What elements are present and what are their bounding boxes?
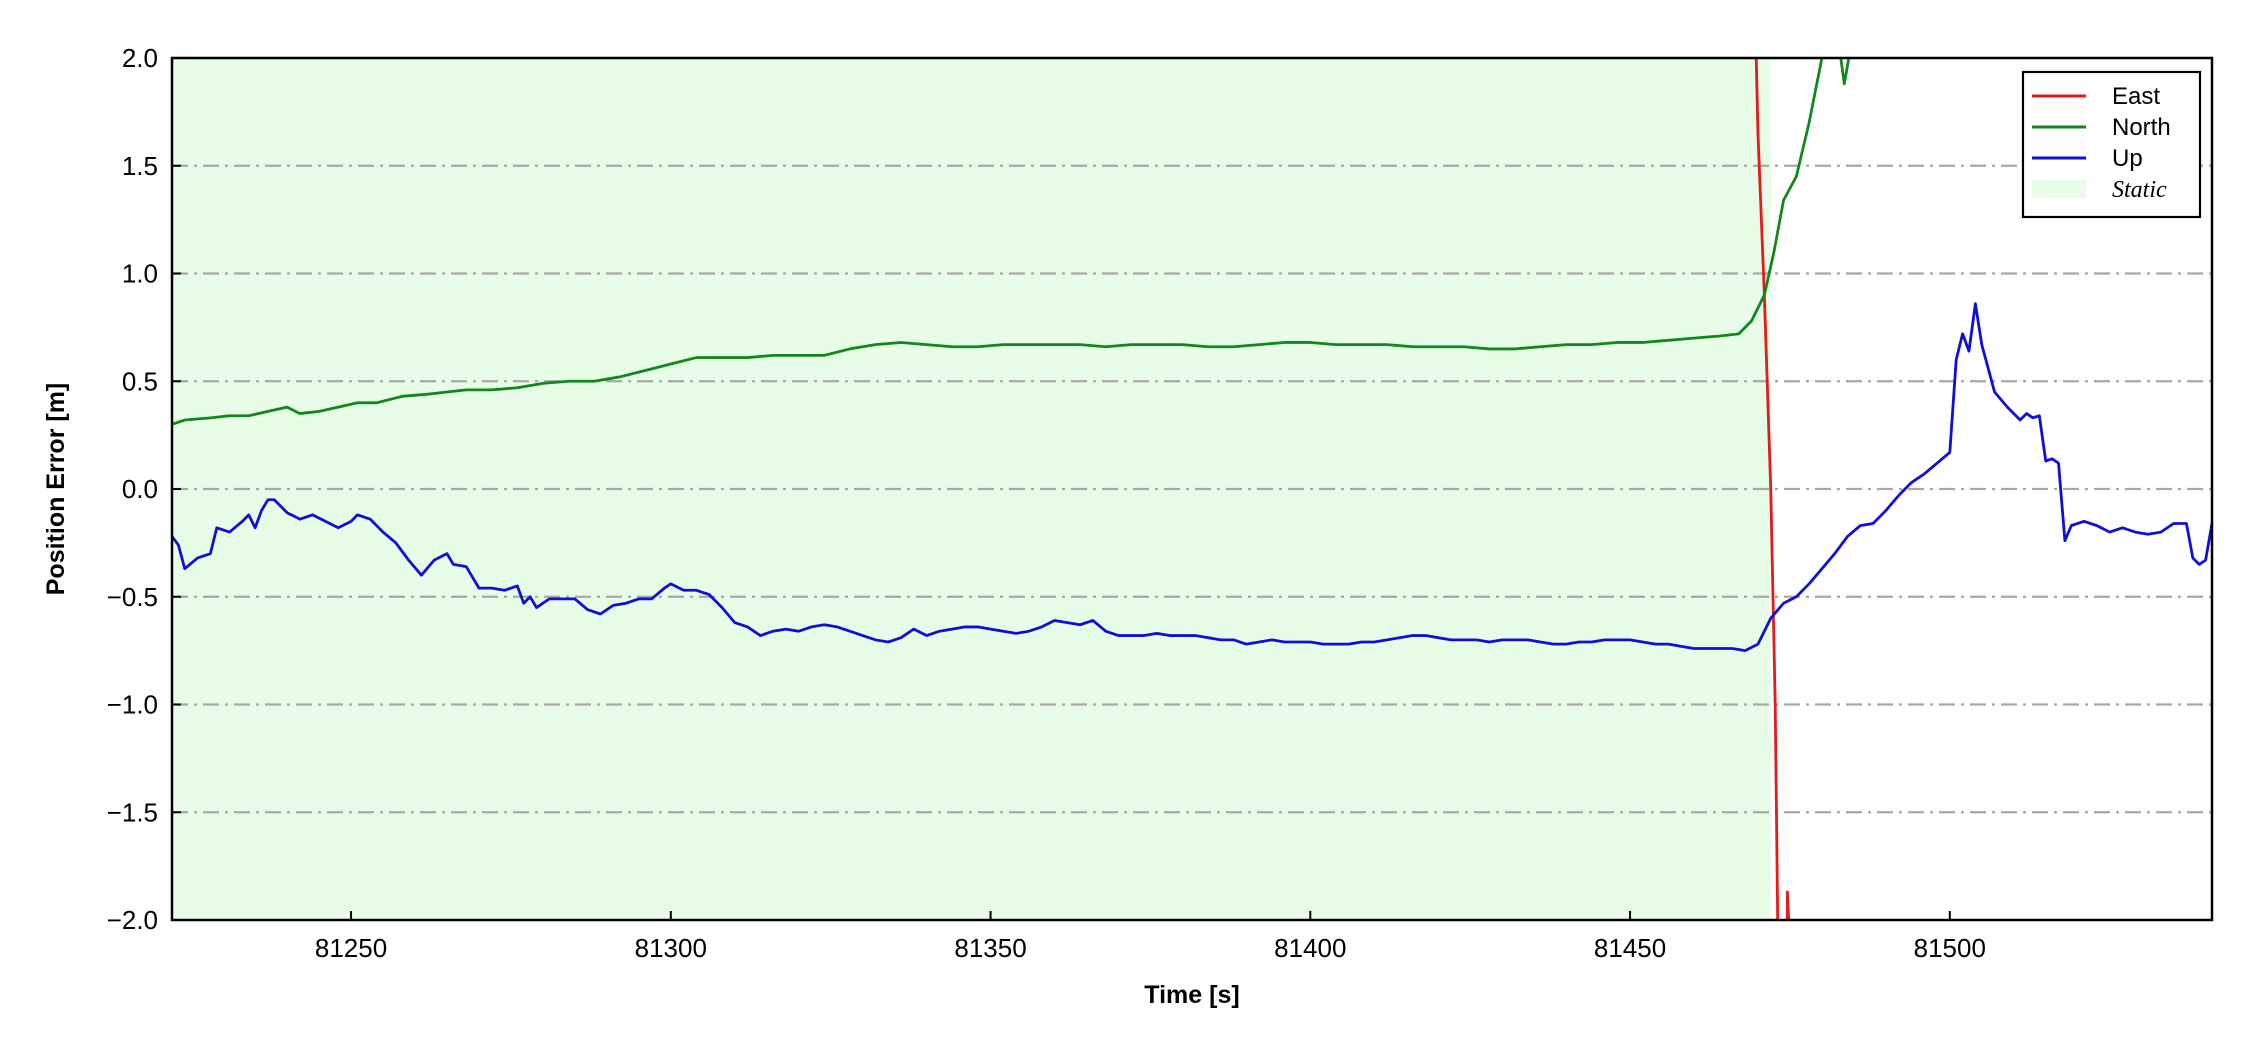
series-north-line	[172, 58, 1824, 426]
legend-static-swatch	[2032, 180, 2086, 198]
y-tick-label-8: 2.0	[122, 43, 158, 73]
legend-east-label: East	[2112, 83, 2160, 110]
legend: East North Up Static	[2021, 70, 2202, 219]
y-axis-ticks: −2.0 −1.5 −1.0 −0.5 0.0 0.5 1.0 1.5 2.0	[107, 43, 181, 935]
series-north-segment	[1839, 58, 1851, 86]
y-tick-label-3: −0.5	[107, 582, 158, 612]
series-group	[172, 58, 2212, 920]
y-tick-label-0: −2.0	[107, 905, 158, 935]
y-axis-title: Position Error [m]	[42, 383, 70, 596]
x-axis-ticks: 81250 81300 81350 81400 81450 81500	[315, 911, 1986, 963]
series-east-spike	[1785, 890, 1791, 920]
legend-up-label: Up	[2112, 145, 2143, 172]
x-tick-label-4: 81450	[1594, 933, 1666, 963]
x-tick-label-2: 81350	[954, 933, 1026, 963]
x-tick-label-5: 81500	[1914, 933, 1986, 963]
y-tick-label-5: 0.5	[122, 366, 158, 396]
x-tick-label-0: 81250	[315, 933, 387, 963]
series-east-line	[1754, 58, 1780, 920]
series-up-line	[172, 302, 2212, 653]
y-tick-label-1: −1.5	[107, 797, 158, 827]
y-tick-label-7: 1.5	[122, 151, 158, 181]
x-tick-label-3: 81400	[1274, 933, 1346, 963]
legend-static-label: Static	[2112, 177, 2167, 203]
x-tick-label-1: 81300	[635, 933, 707, 963]
y-tick-label-4: 0.0	[122, 474, 158, 504]
y-tick-label-2: −1.0	[107, 690, 158, 720]
x-axis-title: Time [s]	[1144, 981, 1239, 1009]
legend-north-label: North	[2112, 114, 2171, 141]
y-tick-label-6: 1.0	[122, 259, 158, 289]
